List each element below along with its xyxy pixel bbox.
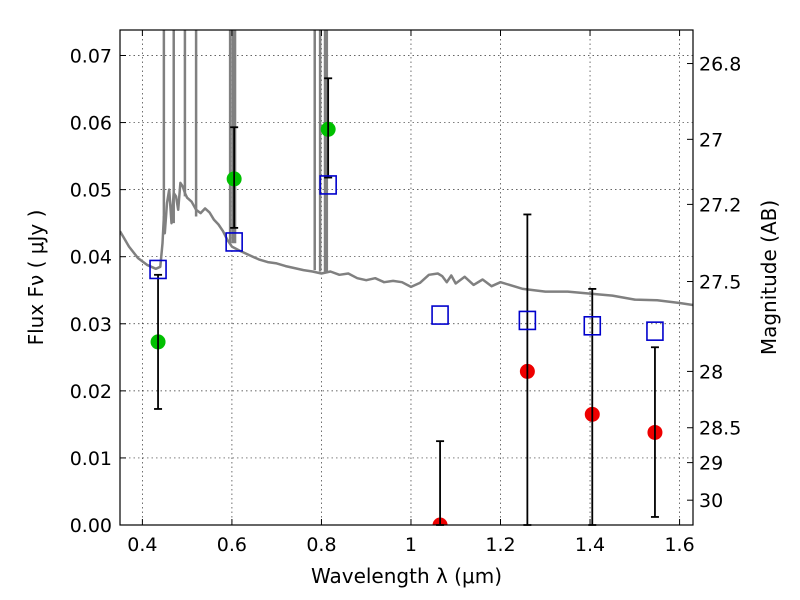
x-tick-label: 0.4 (127, 534, 157, 556)
y-tick-label: 0.02 (70, 381, 112, 403)
x-tick-label: 0.8 (306, 534, 336, 556)
blue-model-square (646, 321, 664, 341)
model-spectrum-line (120, 181, 693, 307)
blue-model-square (319, 175, 337, 195)
y-axis-label: Flux Fν ( μJy ) (24, 210, 48, 346)
y-tick-label: 0.05 (70, 180, 112, 202)
x-tick-label: 1.6 (664, 534, 694, 556)
y2-tick-label: 26.8 (699, 54, 741, 76)
blue-model-square (518, 310, 537, 331)
y2-axis-label: Magnitude (AB) (757, 200, 781, 355)
x-tick-label: 1.2 (485, 534, 515, 556)
y-tick-label: 0.04 (70, 247, 112, 269)
x-tick-label: 1 (405, 534, 417, 556)
plot-frame (119, 29, 694, 526)
y-tick-label: 0.07 (70, 45, 112, 67)
y-tick-label: 0.01 (70, 448, 112, 470)
y2-tick-label: 27 (699, 129, 723, 151)
y2-tick-label: 27.5 (699, 272, 741, 294)
y-tick-label: 0.00 (70, 515, 112, 537)
blue-model-square (431, 305, 449, 325)
x-tick-label: 0.6 (217, 534, 247, 556)
clipped-marks (120, 30, 693, 525)
y2-tick-label: 28 (699, 361, 723, 383)
y2-tick-label: 28.5 (699, 418, 741, 440)
y2-tick-label: 30 (699, 490, 723, 512)
blue-model-square (583, 315, 602, 336)
blue-model-square (225, 232, 243, 252)
y2-tick-label: 27.2 (699, 194, 741, 216)
axis-ticks: 0.4 0.6 0.8 1 1.2 1.4 1.6 0.00 0.01 0.02 0.03 0.04 0… (70, 30, 741, 556)
y2-tick-label: 29 (699, 453, 723, 475)
x-tick-label: 1.4 (575, 534, 605, 556)
y-tick-label: 0.03 (70, 314, 112, 336)
grid (120, 30, 693, 525)
blue-model-square (149, 259, 167, 280)
plot-area (120, 30, 693, 526)
x-axis-label: Wavelength λ (μm) (311, 564, 502, 588)
y-tick-label: 0.06 (70, 113, 112, 135)
